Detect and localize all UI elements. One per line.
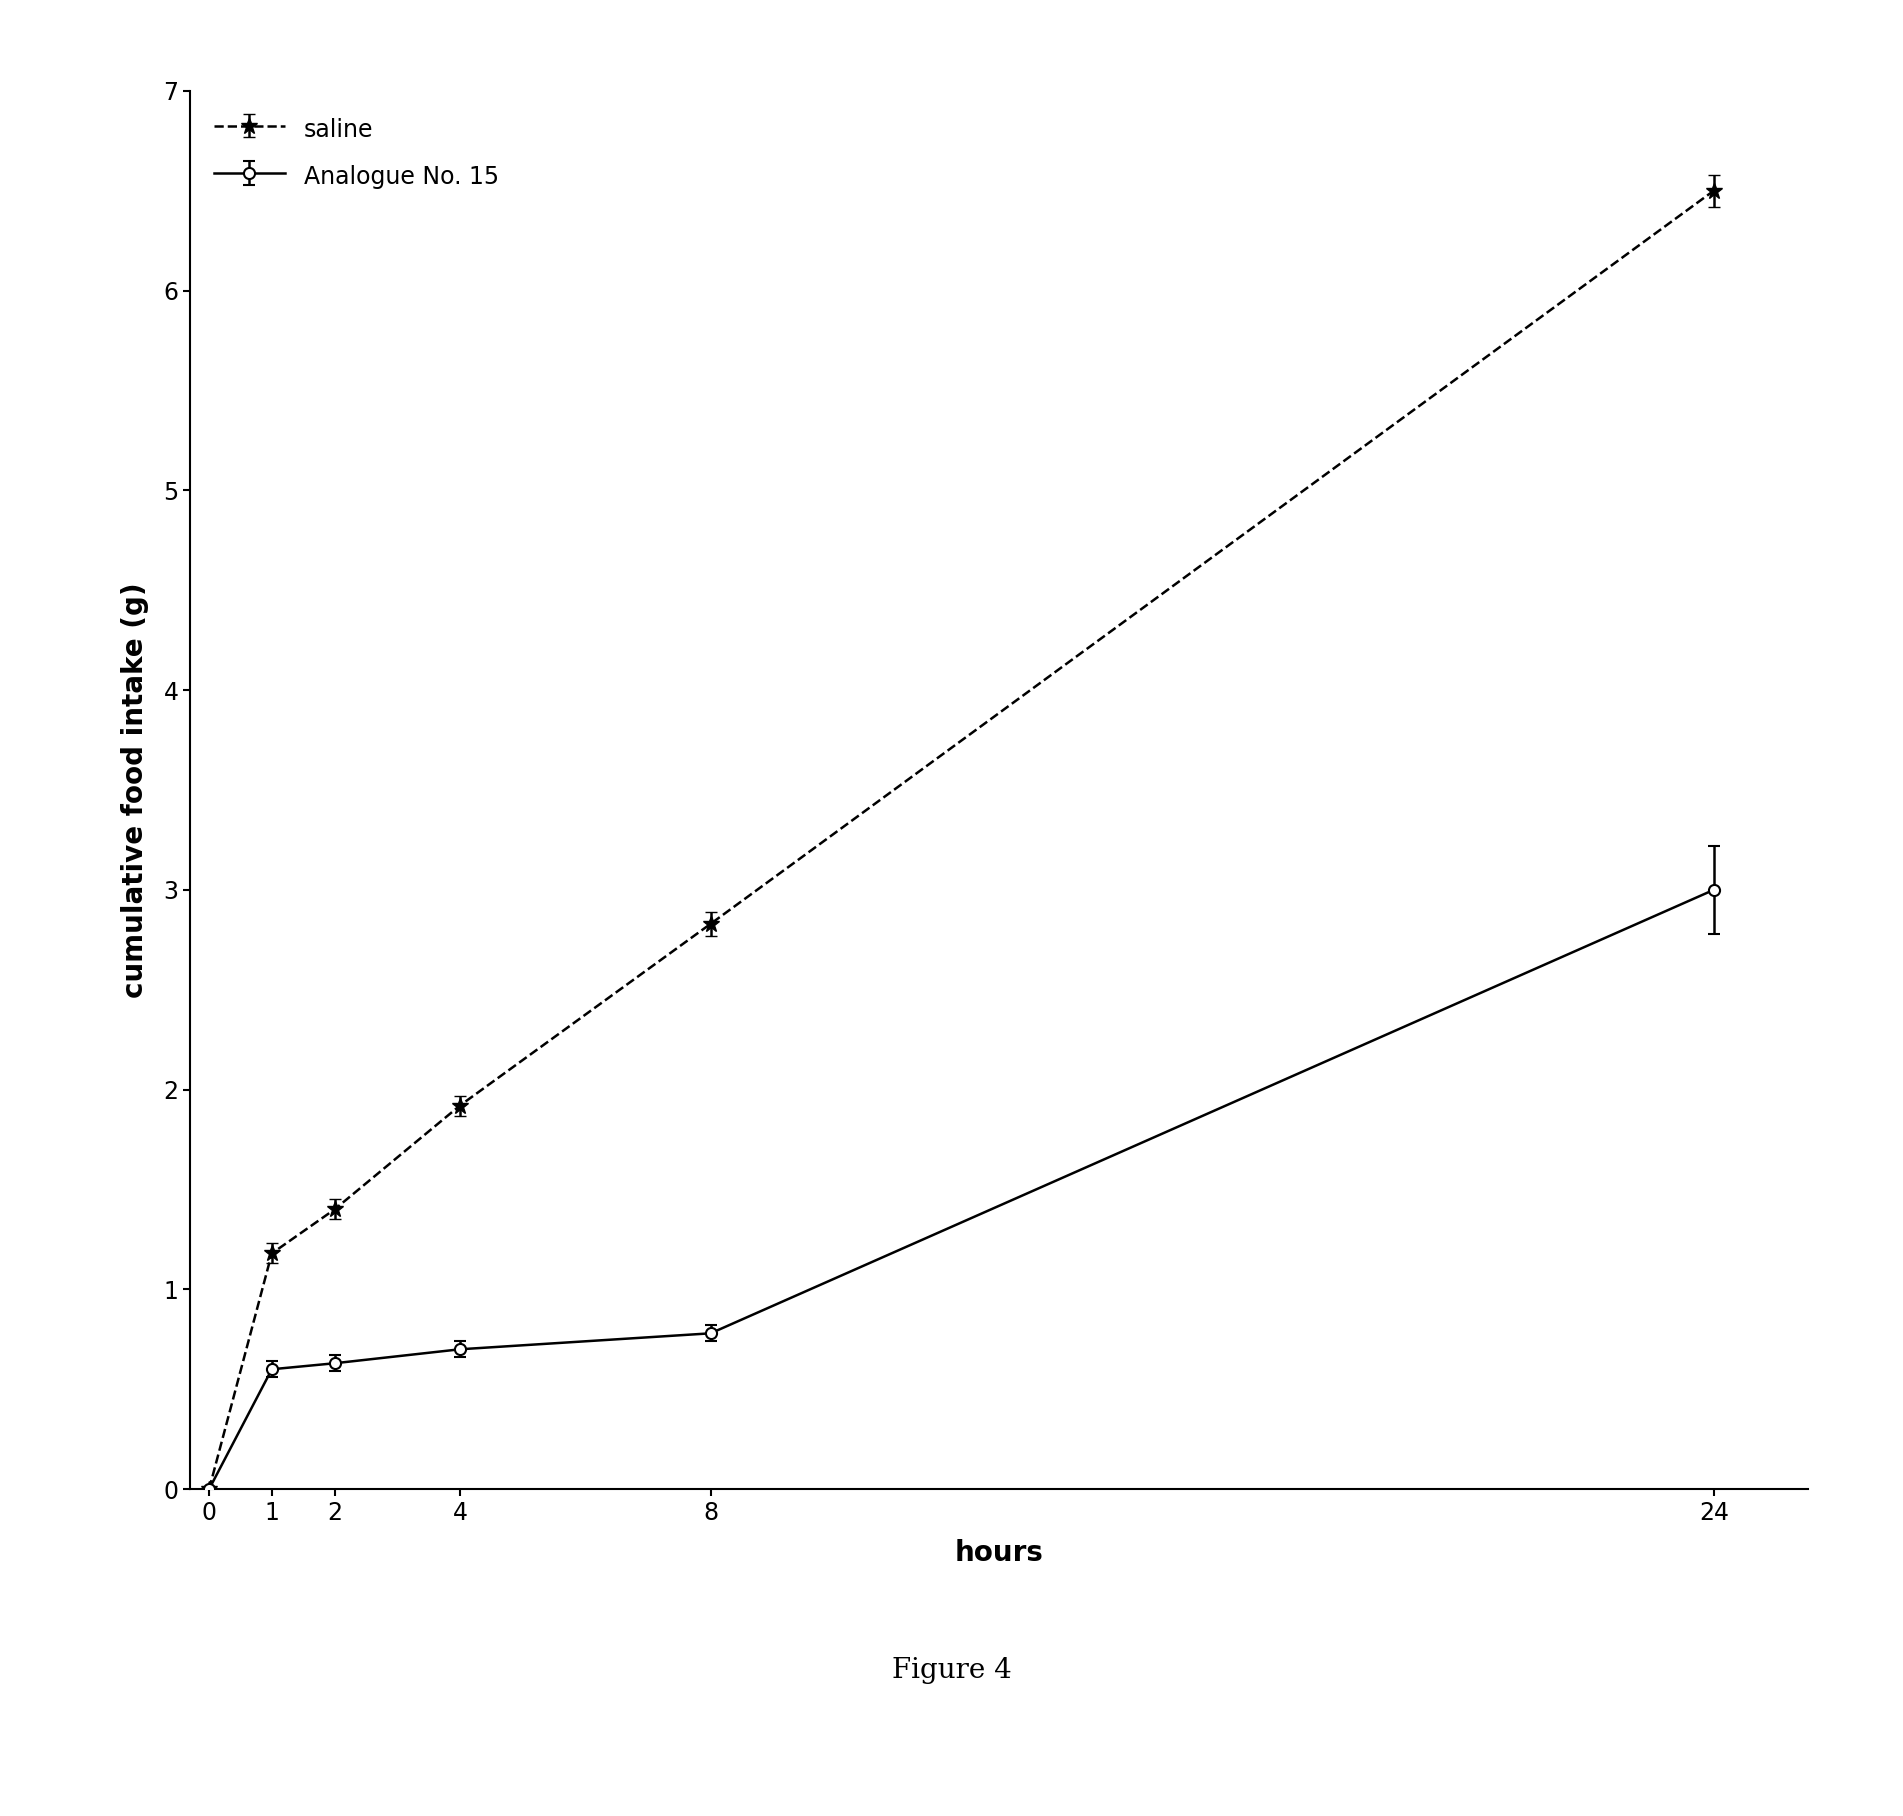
X-axis label: hours: hours (955, 1538, 1043, 1567)
Y-axis label: cumulative food intake (g): cumulative food intake (g) (122, 583, 148, 997)
Legend: saline, Analogue No. 15: saline, Analogue No. 15 (202, 104, 510, 203)
Text: Figure 4: Figure 4 (893, 1658, 1010, 1683)
